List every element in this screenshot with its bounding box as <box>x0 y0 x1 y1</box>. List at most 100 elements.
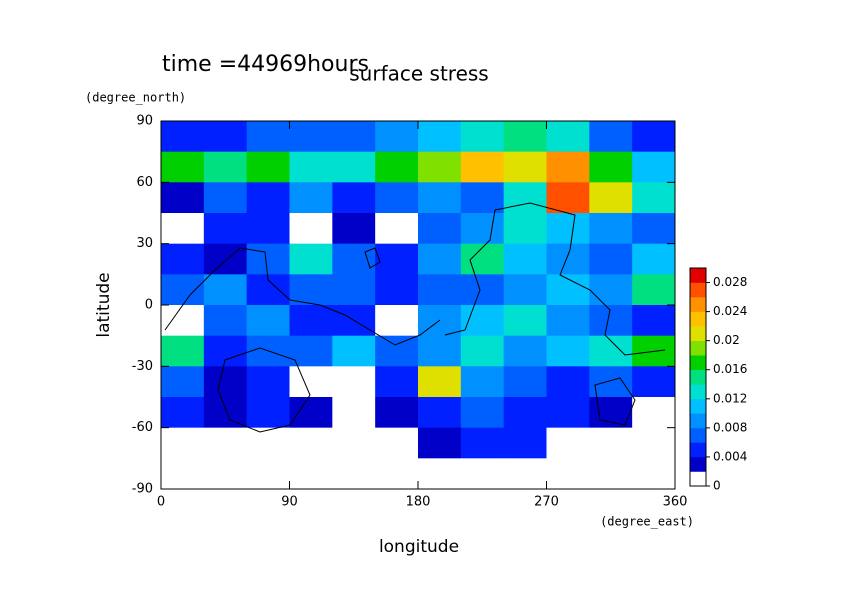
cell <box>375 274 419 306</box>
cell <box>246 366 290 398</box>
cell <box>161 151 205 183</box>
cell <box>632 458 676 490</box>
cell <box>246 213 290 245</box>
cell <box>418 213 462 245</box>
colorbar-swatch <box>690 355 706 371</box>
cell <box>375 427 419 459</box>
cell <box>375 213 419 245</box>
cell <box>418 274 462 306</box>
cell <box>546 335 590 367</box>
cell <box>203 335 248 367</box>
x-axis-label: longitude <box>379 537 459 557</box>
cell <box>246 243 290 275</box>
cell <box>332 182 376 214</box>
cell <box>460 121 505 153</box>
cell <box>161 397 205 429</box>
cell <box>332 243 376 275</box>
cell <box>161 243 205 275</box>
cell <box>289 458 333 490</box>
cell <box>203 121 248 153</box>
y-tick-label: -30 <box>132 359 153 374</box>
cell <box>203 427 248 459</box>
cell <box>460 151 505 183</box>
cell <box>546 182 590 214</box>
cell <box>460 305 505 337</box>
cell <box>460 427 505 459</box>
cell <box>503 305 547 337</box>
cell <box>246 305 290 337</box>
cell <box>161 213 205 245</box>
cell <box>546 366 590 398</box>
cell <box>503 366 547 398</box>
cell <box>375 182 419 214</box>
cell <box>289 182 333 214</box>
cell <box>375 397 419 429</box>
cell <box>589 274 633 306</box>
colorbar-swatch <box>690 442 706 458</box>
cell <box>203 151 248 183</box>
colorbar-tick-label: 0 <box>713 479 721 493</box>
colorbar-swatch <box>690 413 706 429</box>
cell <box>289 213 333 245</box>
cell <box>589 458 633 490</box>
cell <box>418 121 462 153</box>
cell <box>503 427 547 459</box>
cell <box>503 182 547 214</box>
cell <box>632 397 676 429</box>
cell <box>246 121 290 153</box>
cell <box>332 121 376 153</box>
x-tick-label: 270 <box>534 495 559 510</box>
cell <box>460 182 505 214</box>
cell <box>589 121 633 153</box>
cell <box>332 458 376 490</box>
cell <box>203 213 248 245</box>
cell <box>203 397 248 429</box>
cell <box>203 243 248 275</box>
cell <box>161 335 205 367</box>
cell <box>289 397 333 429</box>
annotation: time =44969hours <box>162 52 369 77</box>
cell <box>589 213 633 245</box>
cell <box>546 305 590 337</box>
cell <box>246 182 290 214</box>
cell <box>289 366 333 398</box>
cell <box>289 274 333 306</box>
cell <box>460 458 505 490</box>
cell <box>161 274 205 306</box>
y-tick-label: -60 <box>132 420 153 435</box>
x-tick-label: 0 <box>157 495 165 510</box>
cell <box>460 213 505 245</box>
cell <box>632 274 676 306</box>
cell <box>460 397 505 429</box>
colorbar-swatch <box>690 282 706 298</box>
cell <box>289 335 333 367</box>
cell <box>246 397 290 429</box>
colorbar-tick-label: 0.004 <box>713 449 747 463</box>
cell <box>418 458 462 490</box>
cell <box>546 151 590 183</box>
cell <box>589 182 633 214</box>
cell <box>246 151 290 183</box>
y-axis-label: latitude <box>94 272 114 337</box>
cell <box>289 121 333 153</box>
cell <box>246 427 290 459</box>
cell <box>418 335 462 367</box>
colorbar-tick-label: 0.008 <box>713 420 747 434</box>
x-tick-label: 180 <box>406 495 431 510</box>
cell <box>546 458 590 490</box>
cell <box>503 397 547 429</box>
colorbar-swatch <box>690 369 706 385</box>
cell <box>375 151 419 183</box>
cell <box>460 243 505 275</box>
cell <box>161 182 205 214</box>
cell <box>503 243 547 275</box>
cell <box>632 427 676 459</box>
y-tick-label: 30 <box>136 236 153 251</box>
field <box>161 121 676 490</box>
cell <box>632 305 676 337</box>
cell <box>632 151 676 183</box>
cell <box>546 213 590 245</box>
cell <box>161 366 205 398</box>
colorbar-swatch <box>690 268 706 283</box>
